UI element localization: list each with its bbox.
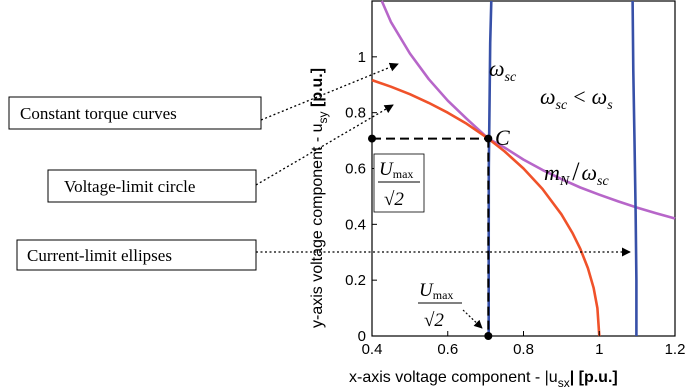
tick-layer: 0.4 0.6 0.8 1 1.2 0 0.2 0.4 0.6 0.8 1: [345, 49, 685, 358]
fraction-num-x: Umax: [419, 280, 453, 302]
callout-label: Current-limit ellipses: [27, 246, 172, 265]
y-axis-marker: [368, 134, 376, 143]
series-line-0: [380, 0, 676, 220]
callout-constant-torque: Constant torque curves: [8, 62, 399, 130]
y-tick-label: 0: [358, 328, 366, 345]
callout-label: Voltage-limit circle: [64, 177, 195, 196]
speed-inequality-label: ωsc < ωs: [540, 84, 613, 113]
umax-fraction-y: Umax √2: [373, 153, 425, 213]
series-line-1: [371, 78, 601, 337]
y-tick-label: 0.4: [345, 216, 366, 233]
callout-box: [47, 169, 257, 203]
point-c-label: C: [495, 125, 510, 150]
fraction-num-y: Umax: [379, 159, 413, 181]
callout-label: Constant torque curves: [20, 104, 177, 123]
x-axis-marker: [484, 332, 493, 340]
x-tick-label: 0.4: [362, 341, 383, 358]
callout-box: [16, 239, 257, 271]
fraction-den-y: √2: [384, 189, 404, 210]
x-tick-label: 0.8: [513, 341, 534, 358]
callout-box: [8, 96, 262, 130]
callout-current-limit: Current-limit ellipses: [16, 239, 631, 271]
x-tick-label: 1.2: [665, 341, 686, 358]
y-tick-label: 0.2: [345, 272, 366, 289]
y-tick-label: 0.8: [345, 105, 366, 122]
torque-curve-label: mN/ωsc: [544, 157, 609, 189]
x-tick-label: 0.6: [437, 341, 458, 358]
fraction-den-x: √2: [424, 310, 444, 331]
point-c-marker: [484, 134, 493, 143]
fraction-x-arrow: [462, 309, 483, 329]
guide-layer: [368, 134, 493, 340]
callout-arrow: [255, 104, 394, 186]
fraction-box-y: [373, 153, 425, 213]
series-line-3: [631, 0, 638, 336]
callout-arrow: [260, 62, 399, 121]
x-tick-label: 1: [595, 341, 603, 358]
callout-voltage-limit: Voltage-limit circle: [47, 104, 394, 203]
x-axis-label: x-axis voltage component - |usx| [p.u.]: [349, 369, 618, 390]
y-axis-label: y-axis voltage component - usy [p.u.]: [309, 68, 330, 328]
y-tick-label: 1: [358, 49, 366, 66]
y-tick-label: 0.6: [345, 161, 366, 178]
omega-sc-label: ωsc: [489, 56, 517, 85]
umax-fraction-x: Umax √2: [418, 280, 483, 331]
